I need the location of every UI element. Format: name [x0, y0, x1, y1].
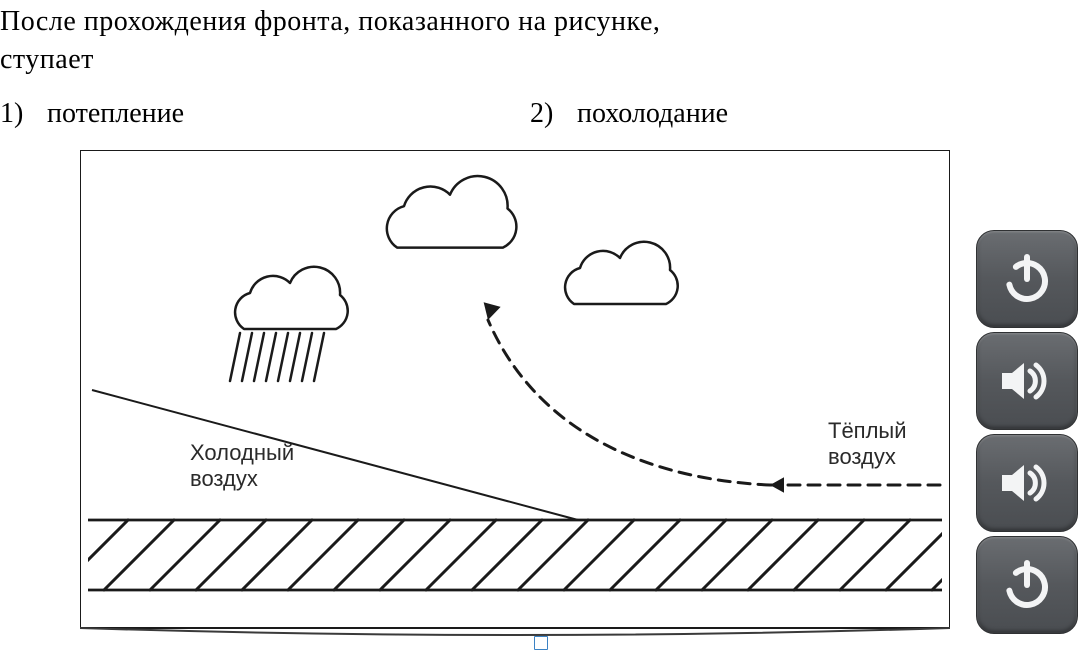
option-1-number: 1): [0, 98, 40, 130]
option-1[interactable]: 1) потепление: [0, 98, 184, 130]
option-2-number: 2): [530, 98, 570, 130]
svg-text:Холодный: Холодный: [190, 440, 294, 465]
volume-up-icon: [996, 353, 1058, 409]
power-button[interactable]: [976, 230, 1078, 328]
question-line-1: После прохождения фронта, показанного на…: [0, 6, 660, 38]
option-2[interactable]: 2) похолодание: [530, 98, 728, 130]
power-icon: [999, 557, 1055, 613]
volume-button-2[interactable]: [976, 434, 1078, 532]
option-1-text: потепление: [47, 98, 184, 129]
svg-text:воздух: воздух: [828, 444, 896, 469]
power-button-2[interactable]: [976, 536, 1078, 634]
question-line-2: ступает: [0, 44, 94, 76]
option-2-text: похолодание: [577, 98, 728, 129]
floating-controls: [976, 230, 1080, 634]
selection-handle[interactable]: [534, 636, 548, 650]
power-icon: [999, 251, 1055, 307]
weather-front-diagram: ХолодныйвоздухТёплыйвоздух: [80, 150, 950, 640]
svg-text:Тёплый: Тёплый: [828, 418, 907, 443]
volume-button-1[interactable]: [976, 332, 1078, 430]
volume-up-icon: [996, 455, 1058, 511]
svg-text:воздух: воздух: [190, 466, 258, 491]
diagram-svg: ХолодныйвоздухТёплыйвоздух: [80, 150, 950, 640]
